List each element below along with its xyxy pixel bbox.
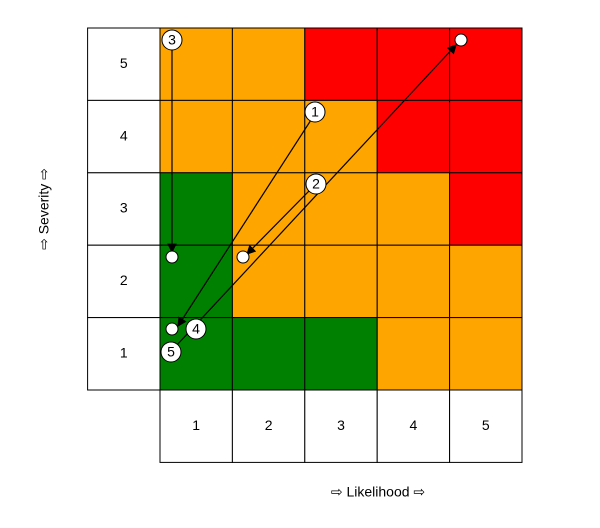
likelihood-level: 5 — [482, 417, 490, 433]
risk-cell — [376, 317, 451, 391]
endpoint — [236, 250, 250, 264]
risk-cell — [304, 317, 378, 391]
risk-cell — [449, 99, 523, 174]
likelihood-cell — [159, 389, 233, 463]
risk-cell — [231, 27, 306, 101]
severity-label: ⇨ Severity ⇨ — [36, 168, 52, 250]
marker-label: 3 — [168, 32, 176, 48]
labels: 5 4 3 2 1 1 2 3 4 5 — [87, 27, 523, 463]
risk-cell — [449, 172, 523, 246]
endpoint — [165, 322, 179, 336]
endpoint — [165, 250, 179, 264]
arrow — [246, 189, 311, 255]
marker — [304, 101, 326, 123]
risk-cell — [159, 172, 233, 246]
risk-cell — [231, 317, 306, 391]
severity-level: 1 — [120, 345, 128, 361]
risk-cell — [159, 99, 233, 174]
arrow — [175, 44, 457, 347]
marker — [160, 341, 182, 363]
likelihood-level: 2 — [265, 417, 273, 433]
marker-label: 5 — [167, 344, 175, 360]
likelihood-level: 4 — [410, 417, 418, 433]
marker — [161, 29, 183, 51]
severity-cell — [87, 172, 161, 246]
likelihood-cell — [304, 389, 378, 463]
risk-cell — [449, 244, 523, 319]
severity-level: 3 — [120, 200, 128, 216]
dots: 3 1 2 4 5 — [160, 29, 468, 363]
risk-cell — [304, 244, 378, 319]
severity-level: 4 — [120, 127, 128, 143]
risk-cell — [449, 317, 523, 391]
endpoint — [454, 33, 468, 47]
likelihood-level: 3 — [337, 417, 345, 433]
risk-cell — [231, 172, 306, 246]
likelihood-cell — [231, 389, 306, 463]
arrows — [167, 44, 457, 347]
risk-cell — [376, 99, 451, 174]
likelihood-cell — [449, 389, 523, 463]
severity-level: 5 — [120, 55, 128, 71]
severity-level: 2 — [120, 272, 128, 288]
arrow — [177, 119, 312, 328]
severity-cell — [87, 99, 161, 174]
likelihood-label: ⇨ Likelihood ⇨ — [331, 484, 426, 500]
marker-label: 1 — [311, 104, 319, 120]
cells — [159, 27, 523, 391]
marker — [185, 318, 207, 340]
marker-label: 4 — [192, 321, 200, 337]
risk-cell — [376, 244, 451, 319]
risk-cell — [376, 172, 451, 246]
severity-cell — [87, 244, 161, 319]
severity-cell — [87, 317, 161, 391]
likelihood-cell — [376, 389, 451, 463]
marker — [305, 173, 327, 195]
risk-cell — [304, 27, 378, 101]
marker-label: 2 — [312, 176, 320, 192]
risk-cell — [231, 99, 306, 174]
likelihood-level: 1 — [192, 417, 200, 433]
